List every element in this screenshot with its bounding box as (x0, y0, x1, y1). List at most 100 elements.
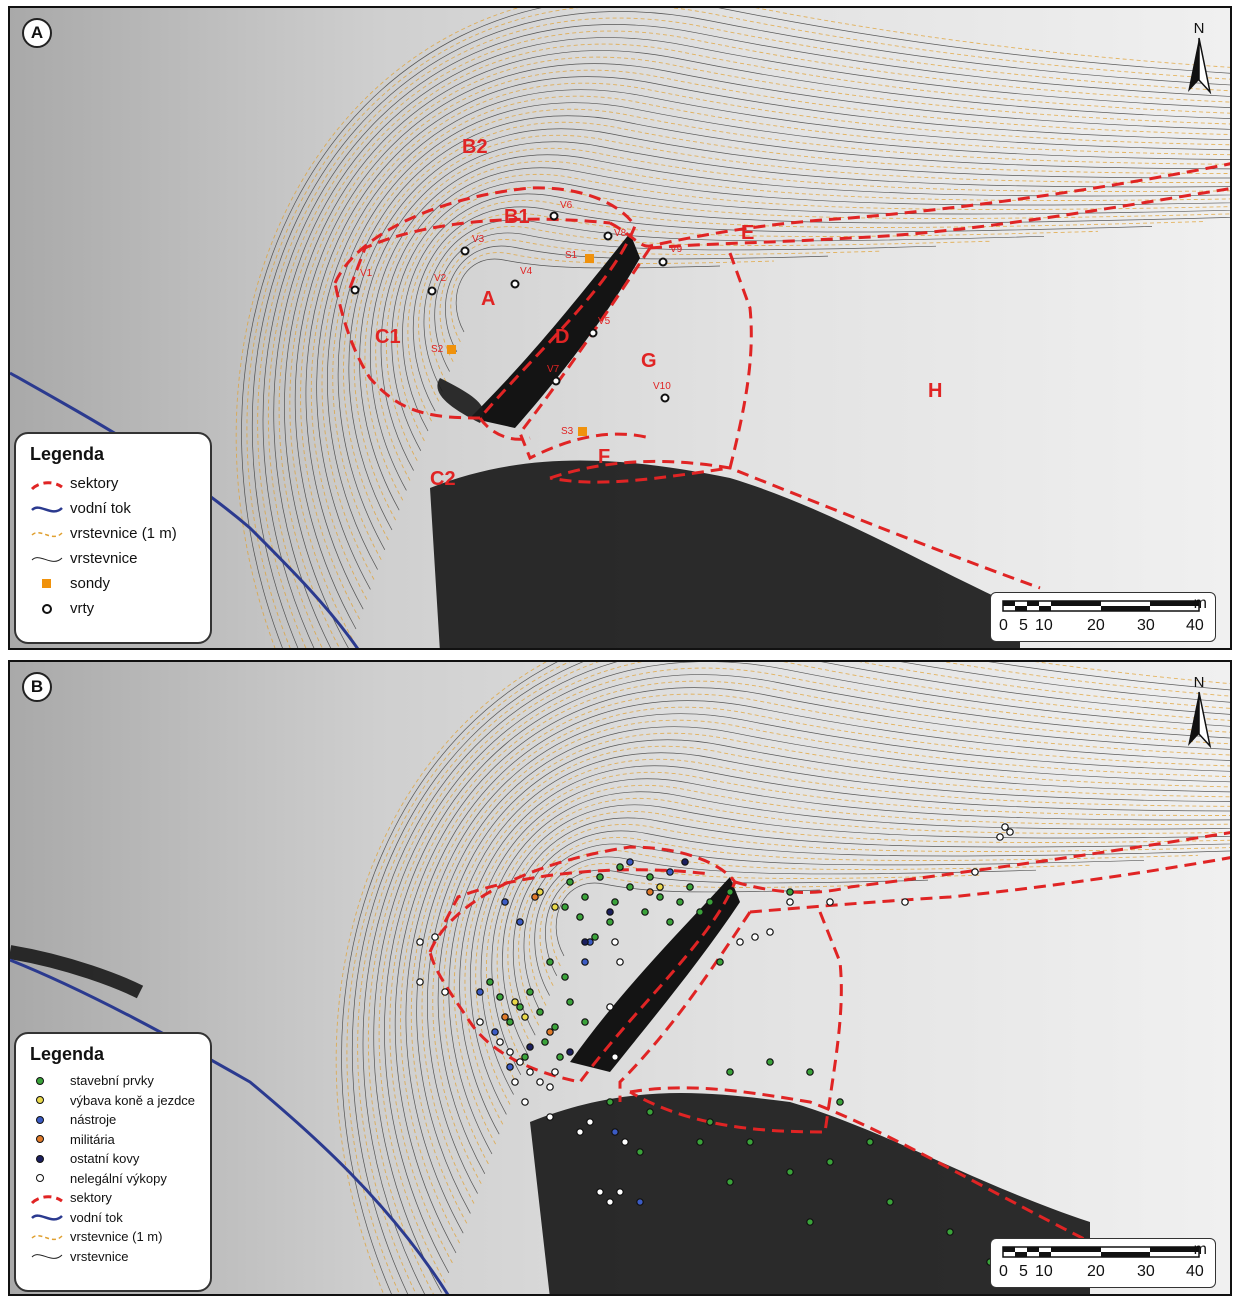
dark-slope (530, 1093, 1090, 1294)
legend-title: Legenda (30, 444, 105, 464)
legend-title: Legenda (30, 1044, 105, 1064)
terrain-map-a (10, 8, 1230, 648)
tool-find-icon (30, 1111, 64, 1129)
find-point (501, 1013, 509, 1021)
find-point (1001, 823, 1009, 831)
find-point (566, 998, 574, 1006)
find-point (416, 978, 424, 986)
find-point (586, 1118, 594, 1126)
find-point (536, 1078, 544, 1086)
find-point (611, 938, 619, 946)
borehole-label: V3 (472, 234, 485, 245)
sector-label-b2: B2 (462, 136, 488, 158)
scale-tick: 0 (999, 1263, 1008, 1280)
find-point (546, 1028, 554, 1036)
borehole-label: V9 (670, 244, 683, 255)
sector-label-c2: C2 (430, 468, 456, 490)
borehole-label: V6 (560, 200, 573, 211)
find-point (656, 893, 664, 901)
find-point (611, 1128, 619, 1136)
sector-label-g: G (641, 350, 657, 372)
find-point (786, 888, 794, 896)
find-point (501, 898, 509, 906)
legend-item: nelegální výkopy (30, 1169, 196, 1189)
find-point (511, 1078, 519, 1086)
sector-boundaries (333, 162, 1230, 590)
probes (447, 254, 594, 436)
ridge-d (570, 877, 740, 1072)
find-point (566, 1048, 574, 1056)
find-point (496, 1038, 504, 1046)
find-point (626, 858, 634, 866)
find-point (506, 1048, 514, 1056)
sector-label-e: E (741, 222, 755, 244)
find-point (526, 1068, 534, 1076)
river-line-icon (30, 1208, 64, 1226)
find-point (581, 958, 589, 966)
military-find-icon (30, 1130, 64, 1148)
find-point (646, 888, 654, 896)
contour-1m-icon (30, 1228, 64, 1246)
find-point (506, 1063, 514, 1071)
scale-tick: 20 (1087, 617, 1105, 634)
find-point (751, 933, 759, 941)
find-point (826, 1158, 834, 1166)
find-point (546, 958, 554, 966)
north-label: N (1193, 20, 1205, 37)
find-point (996, 833, 1004, 841)
map-panel-b: B N Legenda stavební prvky výbava koně a… (8, 660, 1232, 1296)
find-point (556, 1053, 564, 1061)
legend-item: militária (30, 1130, 196, 1150)
contour-icon (30, 1247, 64, 1265)
scale-bar: m 0 5 10 20 30 40 (990, 1238, 1216, 1288)
find-point (546, 1083, 554, 1091)
find-point (606, 918, 614, 926)
scale-tick: 20 (1087, 1263, 1105, 1280)
find-point (636, 1198, 644, 1206)
borehole-label: V1 (360, 268, 373, 279)
find-point (696, 1138, 704, 1146)
find-point (606, 908, 614, 916)
borehole-label: V8 (614, 228, 627, 239)
find-point (786, 898, 794, 906)
find-point (581, 938, 589, 946)
find-point (561, 903, 569, 911)
find-point (726, 1068, 734, 1076)
find-point (901, 898, 909, 906)
find-point (581, 893, 589, 901)
dark-slope (430, 460, 1020, 648)
scale-unit: m (1193, 595, 1207, 612)
find-point (646, 873, 654, 881)
north-arrow: N (1182, 20, 1216, 98)
north-label: N (1193, 674, 1205, 691)
find-point (946, 1228, 954, 1236)
sector-label-c1: C1 (375, 326, 401, 348)
find-point (606, 1198, 614, 1206)
probe-label: S3 (561, 426, 574, 437)
find-point (516, 1003, 524, 1011)
panel-badge: A (22, 18, 52, 48)
scale-unit: m (1193, 1241, 1207, 1258)
find-point (866, 1138, 874, 1146)
sector-label-d: D (555, 326, 570, 348)
legend-item: vodní tok (30, 1208, 196, 1228)
find-point (596, 1188, 604, 1196)
scale-tick: 5 (1019, 617, 1028, 634)
legend-item: nástroje (30, 1110, 196, 1130)
legend: Legenda sektory vodní tok vrstevnice (1 … (14, 432, 212, 644)
river-line-icon (30, 500, 64, 518)
scale-tick: 0 (999, 617, 1008, 634)
legend-item: ostatní kovy (30, 1149, 196, 1169)
sector-label-h: H (928, 380, 943, 402)
building-find-icon (30, 1072, 64, 1090)
sector-label-b1: B1 (504, 206, 530, 228)
scale-tick: 30 (1137, 1263, 1155, 1280)
find-point (531, 893, 539, 901)
river (10, 958, 450, 1294)
find-point (686, 883, 694, 891)
horse-find-icon (30, 1091, 64, 1109)
sector-line-icon (30, 475, 64, 493)
scale-tick: 40 (1186, 617, 1204, 634)
find-point (766, 928, 774, 936)
panel-badge: B (22, 672, 52, 702)
